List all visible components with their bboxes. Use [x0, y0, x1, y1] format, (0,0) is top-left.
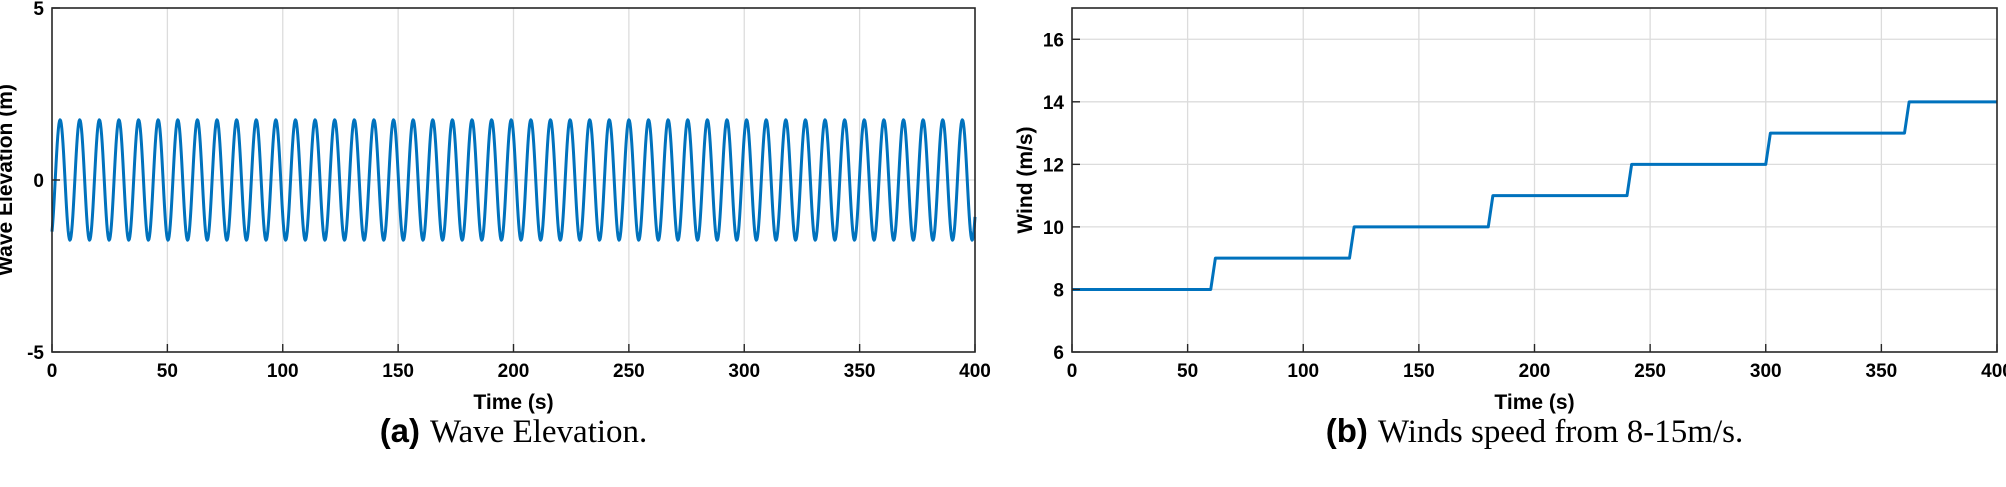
wind-x-tick-label: 250	[1634, 361, 1666, 382]
wind-y-tick-label: 10	[1043, 218, 1064, 239]
wave-series-line	[50, 118, 977, 242]
wind-grid	[1072, 8, 1997, 352]
wave-x-tick-label: 350	[844, 361, 876, 382]
wave-y-axis-label: Wave Elevation (m)	[0, 84, 17, 276]
wind-speed-panel: 0 50 100 150 200 250 300 350 400 6 8 10 12 14 16 Time …	[1014, 7, 2006, 450]
wind-y-tick-label: 6	[1053, 343, 1064, 364]
wave-x-tick-label: 100	[267, 361, 299, 382]
wind-x-tick-label: 350	[1866, 361, 1898, 382]
wind-series-line	[1072, 100, 1997, 291]
wave-caption-prefix: (a)	[380, 412, 420, 449]
wind-x-tick-label: 400	[1981, 361, 2006, 382]
wind-ticks: 0 50 100 150 200 250 300 350 400 6 8 10 12 14 16	[1043, 30, 2006, 382]
wave-x-tick-label: 200	[498, 361, 530, 382]
wave-x-tick-label: 400	[959, 361, 991, 382]
wave-x-tick-label: 150	[382, 361, 414, 382]
wind-x-tick-label: 200	[1519, 361, 1551, 382]
wind-y-tick-label: 12	[1043, 155, 1064, 176]
wind-x-tick-label: 0	[1067, 361, 1078, 382]
wind-x-tick-label: 300	[1750, 361, 1782, 382]
wind-series-group	[1072, 100, 1997, 291]
wave-ticks: 0 50 100 150 200 250 300 350 400-505	[27, 0, 991, 382]
wave-x-tick-label: 250	[613, 361, 645, 382]
wind-caption-prefix: (b)	[1326, 412, 1368, 449]
wave-x-tick-label: 300	[728, 361, 760, 382]
wave-y-tick-label: 5	[33, 0, 44, 20]
wave-elevation-panel: 0 50 100 150 200 250 300 350 400-505 Time (s) Wa…	[0, 0, 991, 450]
wave-grid	[52, 8, 975, 352]
wind-y-tick-label: 8	[1053, 280, 1064, 301]
wave-x-axis-label: Time (s)	[473, 391, 553, 414]
wind-y-axis-label: Wind (m/s)	[1014, 126, 1037, 233]
wind-x-axis-label: Time (s)	[1494, 391, 1574, 414]
wave-caption-text: Wave Elevation.	[430, 414, 647, 450]
wind-caption: (b) Winds speed from 8-15m/s.	[1326, 412, 1743, 450]
wind-x-tick-label: 150	[1403, 361, 1435, 382]
wind-x-tick-label: 50	[1177, 361, 1198, 382]
wave-y-tick-label: -5	[27, 343, 44, 364]
wave-x-tick-label: 0	[47, 361, 58, 382]
wave-caption: (a) Wave Elevation.	[380, 412, 648, 450]
wind-caption-text: Winds speed from 8-15m/s.	[1378, 414, 1743, 450]
wind-x-tick-label: 100	[1287, 361, 1319, 382]
wind-y-tick-label: 16	[1043, 30, 1064, 51]
wave-x-tick-label: 50	[157, 361, 178, 382]
wind-y-tick-label: 14	[1043, 93, 1065, 114]
wave-series-group	[50, 118, 977, 242]
wave-y-tick-label: 0	[33, 171, 44, 192]
